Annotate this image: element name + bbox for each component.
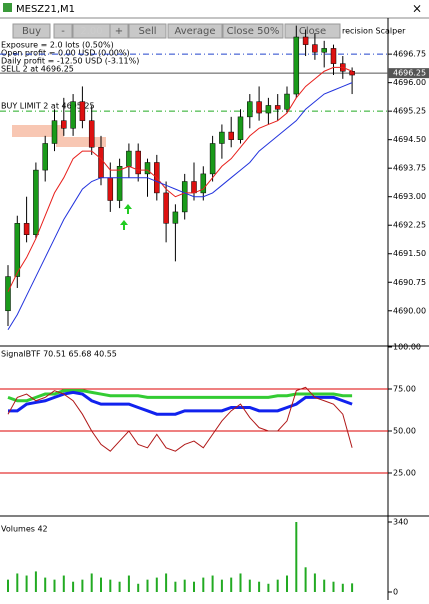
candle-body	[191, 181, 197, 194]
y-tick-label: 4690.00	[393, 306, 426, 315]
candle-body	[284, 93, 290, 110]
y-tick-label: 25.00	[393, 469, 416, 478]
candle-body	[163, 192, 169, 224]
y-tick-label: 4690.75	[393, 278, 426, 287]
candle-body	[107, 177, 114, 201]
price-tag	[388, 68, 429, 79]
window-icon	[3, 3, 12, 12]
button[interactable]	[284, 23, 341, 39]
candle-body	[302, 36, 309, 45]
candle-body	[228, 131, 234, 140]
y-tick-label: 4694.50	[393, 135, 426, 144]
button[interactable]	[167, 23, 223, 39]
info-line: Exposure = 2.0 lots (0.50%)	[1, 41, 114, 50]
candle-body	[98, 147, 104, 178]
button[interactable]	[222, 23, 284, 39]
candle-body	[219, 131, 225, 144]
close-window[interactable]: ×	[412, 2, 422, 16]
panel-title: Volumes 42	[1, 525, 48, 534]
info-line: Daily profit = -12.50 USD (-3.11%)	[1, 57, 139, 66]
candle-body	[51, 120, 58, 144]
candle-body	[116, 166, 123, 201]
button-label[interactable]: -	[61, 26, 65, 37]
candle-body	[135, 150, 141, 175]
zone	[12, 125, 64, 137]
candle-body	[274, 105, 281, 110]
indicator-line	[7, 66, 353, 292]
y-tick-label: 100.00	[393, 343, 421, 352]
y-tick-label: 75.00	[393, 385, 416, 394]
y-tick-label: 4696.00	[393, 78, 426, 87]
button-label[interactable]: Average	[174, 26, 215, 37]
signal-arrow	[120, 204, 132, 230]
y-tick-label: 4692.25	[393, 221, 426, 230]
button-label[interactable]: 2.00	[80, 26, 102, 37]
y-tick-label: 340	[393, 518, 408, 527]
candle-body	[265, 105, 272, 114]
y-tick-label: 4693.75	[393, 164, 426, 173]
candle-body	[88, 120, 95, 148]
candle-body	[237, 116, 244, 140]
y-tick-label: 50.00	[393, 427, 416, 436]
candle-body	[23, 223, 30, 235]
button-label[interactable]: Buy	[22, 26, 41, 37]
window-title: MESZ21,M1	[16, 4, 75, 15]
candle-body	[144, 162, 151, 175]
zone	[56, 137, 106, 147]
brand: recision Scalper	[342, 27, 406, 36]
button-label[interactable]: Close	[299, 26, 326, 37]
candle-body	[293, 36, 300, 95]
info-line: SELL 2 at 4696.25	[1, 65, 74, 74]
y-tick-label: 4695.25	[393, 107, 426, 116]
candle-body	[349, 70, 355, 76]
candle-body	[181, 181, 188, 213]
candle-body	[14, 223, 21, 277]
candle-body	[312, 44, 318, 53]
button[interactable]	[109, 23, 129, 39]
candle-body	[321, 48, 327, 53]
candle-body	[33, 169, 39, 235]
price-tag-label: 4696.25	[393, 69, 426, 78]
button[interactable]	[128, 23, 167, 39]
candle-body	[70, 101, 76, 129]
panel-title: SignalBTF 70.51 65.68 40.55	[1, 350, 117, 359]
candle-body	[209, 143, 216, 175]
indicator-line	[7, 82, 353, 331]
y-tick-label: 0	[393, 588, 398, 597]
indicator-line	[7, 386, 353, 452]
candle-body	[172, 211, 179, 224]
candle-body	[126, 150, 132, 167]
button[interactable]	[12, 23, 51, 39]
candle-body	[42, 143, 48, 171]
button-label[interactable]: +	[115, 26, 123, 37]
order-label: BUY LIMIT 2 at 4695.25	[1, 102, 95, 111]
candle-body	[61, 120, 67, 129]
button-label[interactable]: Close 50%	[227, 26, 280, 37]
y-tick-label: 4696.75	[393, 50, 426, 59]
y-tick-label: 4691.50	[393, 249, 426, 258]
y-tick-label: 4693.00	[393, 192, 426, 201]
candle-body	[247, 101, 253, 118]
candle-body	[330, 48, 337, 64]
button[interactable]	[53, 23, 73, 39]
candle-body	[79, 101, 86, 121]
candle-body	[200, 173, 207, 194]
button-label[interactable]: Sell	[138, 26, 156, 37]
candle-body	[256, 101, 262, 114]
indicator-line	[8, 390, 353, 416]
candle-body	[5, 276, 11, 312]
info-line: Open profit = 0.00 USD (0.00%)	[1, 49, 130, 58]
title-bar	[0, 0, 429, 18]
